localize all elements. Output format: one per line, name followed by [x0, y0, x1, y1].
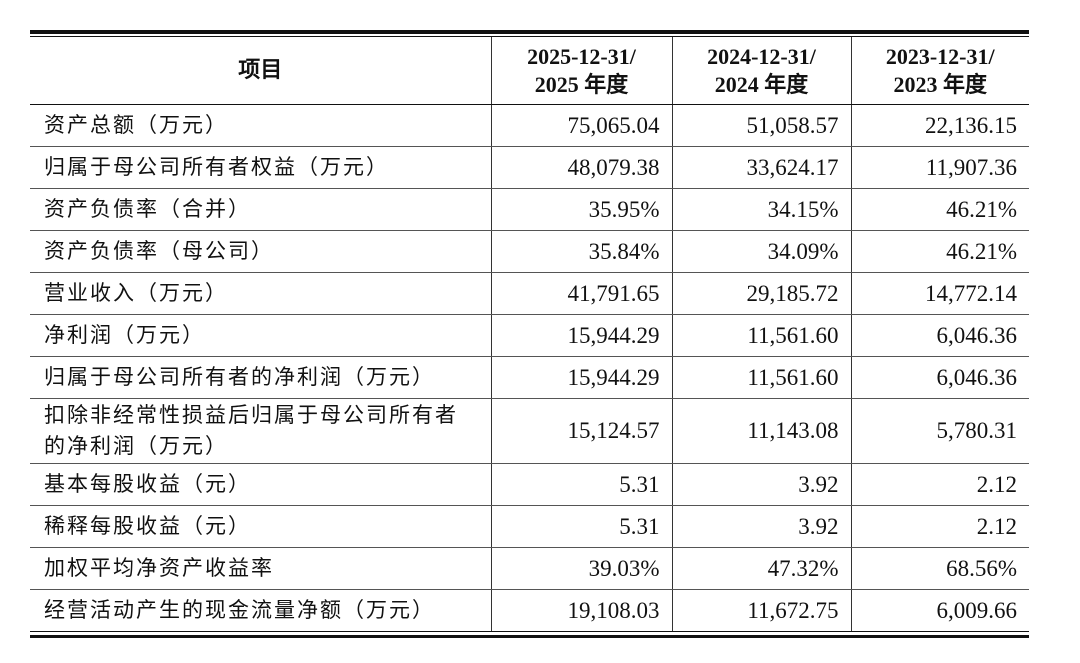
cell-2025: 15,944.29	[490, 356, 672, 399]
cell-2023: 14,772.14	[850, 272, 1029, 315]
header-row: 项目 2025-12-31/ 2025 年度 2024-12-31/ 2024 …	[30, 36, 1029, 105]
header-col-2024-year: 2024 年度	[714, 71, 809, 97]
cell-2025: 41,791.65	[490, 272, 672, 315]
table-row: 经营活动产生的现金流量净额（万元） 19,108.03 11,672.75 6,…	[30, 589, 1029, 632]
table-row: 加权平均净资产收益率 39.03% 47.32% 68.56%	[30, 547, 1029, 590]
cell-2024: 34.09%	[671, 230, 851, 273]
table-row: 营业收入（万元） 41,791.65 29,185.72 14,772.14	[30, 272, 1029, 315]
header-col-2023-date: 2023-12-31/	[885, 43, 995, 69]
cell-2024: 11,561.60	[671, 314, 851, 357]
table-row: 归属于母公司所有者的净利润（万元） 15,944.29 11,561.60 6,…	[30, 356, 1029, 399]
row-label: 扣除非经常性损益后归属于母公司所有者的净利润（万元）	[30, 398, 491, 464]
cell-2023: 6,046.36	[850, 314, 1029, 357]
cell-2024: 11,561.60	[671, 356, 851, 399]
row-label: 资产负债率（母公司）	[30, 230, 491, 273]
row-label: 资产负债率（合并）	[30, 188, 491, 231]
cell-2023: 46.21%	[850, 230, 1029, 273]
cell-2025: 48,079.38	[490, 146, 672, 189]
row-label: 稀释每股收益（元）	[30, 505, 491, 548]
table-row: 资产负债率（合并） 35.95% 34.15% 46.21%	[30, 188, 1029, 231]
header-col-2025-year: 2025 年度	[534, 71, 629, 97]
row-label: 经营活动产生的现金流量净额（万元）	[30, 589, 491, 632]
cell-2023: 68.56%	[850, 547, 1029, 590]
cell-2023: 6,009.66	[850, 589, 1029, 632]
cell-2025: 5.31	[490, 463, 672, 506]
cell-2025: 35.95%	[490, 188, 672, 231]
cell-2025: 5.31	[490, 505, 672, 548]
row-label: 基本每股收益（元）	[30, 463, 491, 506]
cell-2023: 22,136.15	[850, 104, 1029, 147]
cell-2023: 11,907.36	[850, 146, 1029, 189]
financial-indicators-table: 项目 2025-12-31/ 2025 年度 2024-12-31/ 2024 …	[30, 30, 1029, 632]
cell-2025: 75,065.04	[490, 104, 672, 147]
row-label: 归属于母公司所有者的净利润（万元）	[30, 356, 491, 399]
table-row: 资产负债率（母公司） 35.84% 34.09% 46.21%	[30, 230, 1029, 273]
cell-2025: 15,944.29	[490, 314, 672, 357]
cell-2024: 11,672.75	[671, 589, 851, 632]
cell-2024: 3.92	[671, 463, 851, 506]
cell-2024: 11,143.08	[671, 398, 851, 464]
header-col-2024: 2024-12-31/ 2024 年度	[671, 36, 851, 105]
row-label: 营业收入（万元）	[30, 272, 491, 315]
cell-2025: 15,124.57	[490, 398, 672, 464]
header-col-2023-year: 2023 年度	[893, 71, 987, 97]
cell-2024: 51,058.57	[671, 104, 851, 147]
header-col-2023: 2023-12-31/ 2023 年度	[850, 36, 1029, 105]
cell-2023: 2.12	[850, 463, 1029, 506]
cell-2024: 33,624.17	[671, 146, 851, 189]
row-label: 净利润（万元）	[30, 314, 491, 357]
header-col-2025: 2025-12-31/ 2025 年度	[490, 36, 672, 105]
cell-2023: 5,780.31	[850, 398, 1029, 464]
table-row: 归属于母公司所有者权益（万元） 48,079.38 33,624.17 11,9…	[30, 146, 1029, 189]
cell-2024: 29,185.72	[671, 272, 851, 315]
financial-table-container: 项目 2025-12-31/ 2025 年度 2024-12-31/ 2024 …	[30, 30, 1029, 638]
header-item: 项目	[30, 36, 491, 105]
cell-2025: 35.84%	[490, 230, 672, 273]
header-col-2024-date: 2024-12-31/	[707, 43, 816, 69]
table-row: 资产总额（万元） 75,065.04 51,058.57 22,136.15	[30, 104, 1029, 147]
table-header: 项目 2025-12-31/ 2025 年度 2024-12-31/ 2024 …	[30, 30, 1029, 105]
cell-2025: 39.03%	[490, 547, 672, 590]
table-row: 净利润（万元） 15,944.29 11,561.60 6,046.36	[30, 314, 1029, 357]
cell-2023: 46.21%	[850, 188, 1029, 231]
row-label: 加权平均净资产收益率	[30, 547, 491, 590]
table-row: 稀释每股收益（元） 5.31 3.92 2.12	[30, 505, 1029, 548]
table-row: 扣除非经常性损益后归属于母公司所有者的净利润（万元） 15,124.57 11,…	[30, 398, 1029, 464]
cell-2025: 19,108.03	[490, 589, 672, 632]
table-bottom-rule	[30, 635, 1029, 638]
row-label: 资产总额（万元）	[30, 104, 491, 147]
cell-2024: 3.92	[671, 505, 851, 548]
header-col-2025-date: 2025-12-31/	[527, 43, 636, 69]
table-body: 资产总额（万元） 75,065.04 51,058.57 22,136.15 归…	[30, 104, 1029, 632]
cell-2023: 6,046.36	[850, 356, 1029, 399]
row-label: 归属于母公司所有者权益（万元）	[30, 146, 491, 189]
table-row: 基本每股收益（元） 5.31 3.92 2.12	[30, 463, 1029, 506]
cell-2023: 2.12	[850, 505, 1029, 548]
cell-2024: 34.15%	[671, 188, 851, 231]
cell-2024: 47.32%	[671, 547, 851, 590]
